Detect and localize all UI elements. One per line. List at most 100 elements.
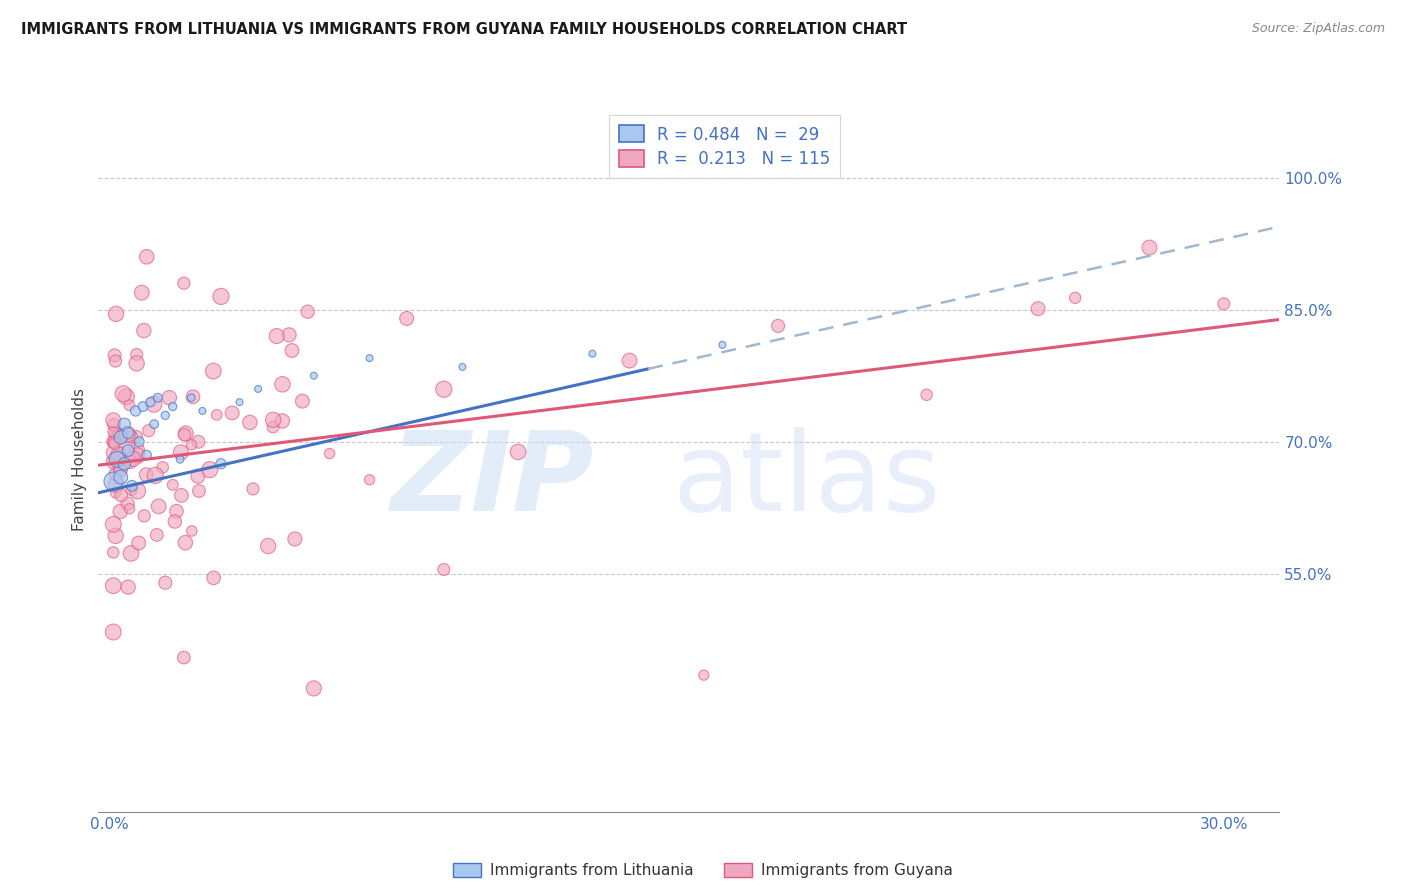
Point: [124, 404, 146, 418]
Point: [180, 438, 202, 452]
Point: [104, 529, 127, 543]
Text: IMMIGRANTS FROM LITHUANIA VS IMMIGRANTS FROM GUYANA FAMILY HOUSEHOLDS CORRELATIO: IMMIGRANTS FROM LITHUANIA VS IMMIGRANTS …: [21, 22, 907, 37]
Point: [121, 483, 143, 497]
Point: [174, 535, 197, 549]
Point: [118, 501, 141, 516]
Point: [118, 398, 141, 412]
Point: [132, 324, 155, 338]
Point: [115, 427, 138, 442]
Point: [1139, 241, 1161, 255]
Point: [146, 528, 169, 542]
Point: [110, 461, 132, 475]
Point: [262, 413, 284, 427]
Point: [162, 400, 184, 414]
Point: [112, 386, 135, 401]
Point: [104, 454, 127, 468]
Point: [202, 364, 225, 378]
Point: [174, 426, 197, 441]
Point: [122, 451, 145, 466]
Point: [302, 681, 325, 696]
Point: [157, 391, 180, 405]
Text: atlas: atlas: [673, 427, 941, 534]
Point: [262, 420, 284, 434]
Point: [239, 416, 262, 430]
Point: [103, 625, 125, 640]
Point: [209, 457, 232, 471]
Point: [117, 425, 139, 440]
Point: [112, 417, 135, 432]
Point: [181, 390, 204, 404]
Point: [115, 439, 138, 453]
Point: [125, 356, 148, 370]
Point: [173, 650, 195, 665]
Point: [104, 467, 127, 482]
Point: [103, 413, 125, 427]
Point: [162, 478, 184, 492]
Point: [120, 430, 142, 444]
Point: [202, 571, 225, 585]
Point: [266, 329, 288, 343]
Point: [242, 482, 264, 496]
Point: [117, 580, 139, 594]
Point: [134, 508, 156, 523]
Point: [146, 391, 169, 405]
Point: [128, 536, 150, 550]
Point: [105, 428, 128, 442]
Point: [451, 359, 474, 374]
Point: [433, 382, 456, 396]
Point: [278, 327, 301, 342]
Point: [103, 446, 125, 460]
Point: [188, 483, 211, 498]
Point: [180, 391, 202, 405]
Point: [221, 406, 243, 420]
Point: [103, 434, 125, 449]
Point: [117, 496, 139, 510]
Point: [318, 446, 340, 460]
Point: [103, 434, 125, 449]
Point: [143, 468, 166, 483]
Point: [108, 429, 131, 443]
Point: [112, 426, 135, 441]
Point: [187, 434, 209, 449]
Point: [297, 304, 319, 318]
Point: [619, 353, 641, 368]
Point: [155, 575, 177, 590]
Point: [180, 524, 202, 538]
Point: [135, 250, 157, 264]
Point: [107, 447, 129, 461]
Point: [105, 477, 128, 491]
Point: [766, 318, 789, 333]
Point: [166, 504, 188, 518]
Point: [281, 343, 304, 358]
Point: [506, 445, 529, 459]
Point: [105, 307, 128, 321]
Point: [169, 452, 191, 467]
Point: [1212, 297, 1234, 311]
Point: [359, 351, 381, 365]
Point: [148, 500, 170, 514]
Point: [110, 430, 132, 444]
Point: [108, 444, 131, 458]
Point: [103, 579, 125, 593]
Point: [135, 448, 157, 462]
Point: [152, 460, 174, 475]
Point: [103, 436, 125, 450]
Text: Source: ZipAtlas.com: Source: ZipAtlas.com: [1251, 22, 1385, 36]
Point: [105, 452, 128, 467]
Point: [257, 539, 280, 553]
Point: [103, 475, 125, 489]
Point: [103, 517, 125, 532]
Point: [103, 425, 125, 440]
Point: [581, 346, 603, 360]
Text: ZIP: ZIP: [391, 427, 595, 534]
Point: [915, 388, 938, 402]
Point: [143, 417, 166, 432]
Point: [139, 395, 162, 409]
Point: [247, 382, 270, 396]
Point: [1026, 301, 1049, 316]
Point: [131, 285, 153, 300]
Point: [117, 443, 139, 458]
Point: [155, 409, 177, 423]
Point: [433, 562, 456, 576]
Point: [271, 377, 294, 392]
